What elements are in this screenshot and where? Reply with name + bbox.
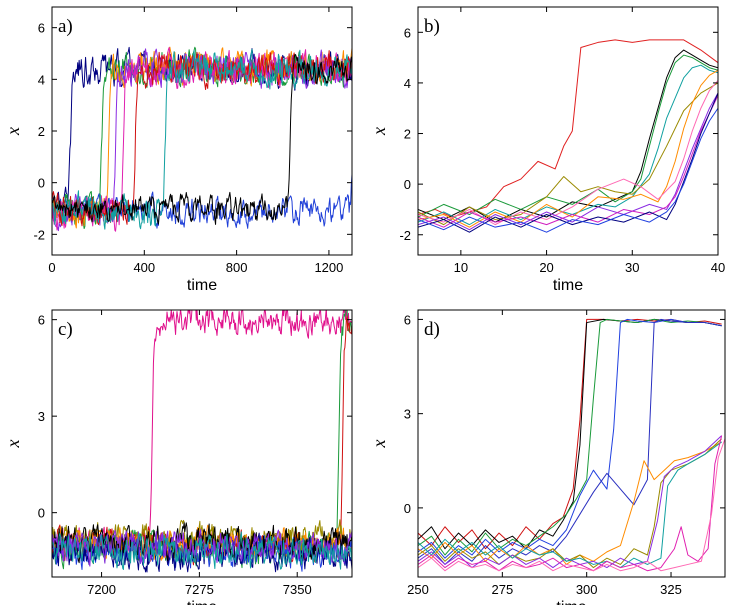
series-line-navy [418,92,718,233]
y-tick-label: 4 [404,76,411,91]
y-tick-label: 0 [404,177,411,192]
x-axis-label: time [187,599,217,605]
plot-frame [417,6,719,256]
series-line-magenta [418,95,718,228]
x-tick-label: 325 [660,582,682,597]
series-line-navy [418,318,722,565]
y-axis-label: x [369,440,389,449]
panel-c: 7200 7275 7350 0 3 6 time x c) [3,309,353,605]
x-tick-label: 10 [454,260,468,275]
plot-frame [417,309,726,578]
x-tick-label: 275 [491,582,513,597]
series-line-black [52,54,352,225]
panel-d: 250 275 300 325 0 3 6 time x d) [369,309,726,605]
series-line-blue [418,107,718,233]
panel-a: 0 400 800 1200 -2 0 2 4 6 time x a) [3,6,353,294]
plot-frame [51,309,353,578]
y-tick-label: 6 [38,21,45,36]
y-axis-label: x [3,127,23,136]
series-line-teal [418,441,722,569]
series-line-teal [52,531,352,570]
series-line-teal [418,64,718,226]
y-axis-label: x [3,440,23,449]
series-line-green [418,318,722,556]
y-tick-label: 0 [404,501,411,516]
series-line-olive [418,82,718,226]
series-line-teal [52,48,352,230]
series-line-black [418,318,722,550]
panel-label: c) [58,319,73,340]
y-tick-label: 0 [38,506,45,521]
y-tick-label: 3 [404,407,411,422]
series-line-olive [52,519,352,557]
x-tick-label: 20 [539,260,553,275]
series-line-purple [418,435,722,569]
x-tick-label: 400 [133,260,155,275]
y-tick-label: 0 [38,176,45,191]
series-line-green [418,54,718,218]
series-group [52,46,352,232]
series-line-orange [418,441,722,565]
y-tick-label: 6 [404,312,411,327]
y-tick-label: 6 [38,313,45,328]
x-axis-label: time [187,277,217,294]
series-group [52,310,352,573]
y-tick-label: 3 [38,409,45,424]
panel-label: b) [424,16,440,37]
series-line-blue [418,318,722,559]
series-line-magenta [52,310,352,563]
x-tick-label: 250 [407,582,429,597]
panel-label: a) [58,16,73,37]
y-tick-label: 6 [404,25,411,40]
panel-b: 10 20 30 40 -2 0 2 4 6 time x b) [369,6,725,294]
x-axis-label: time [556,599,586,605]
x-tick-label: 7200 [87,582,116,597]
y-axis-label: x [369,127,389,136]
x-tick-label: 300 [576,582,598,597]
y-tick-label: -2 [33,227,45,242]
y-tick-label: 2 [404,127,411,142]
series-line-pink [418,438,725,572]
x-tick-label: 7350 [283,582,312,597]
series-line-black [418,49,718,223]
x-tick-label: 0 [48,260,55,275]
y-tick-label: 4 [38,72,45,87]
series-line-orange [418,69,718,228]
y-tick-label: -2 [399,228,411,243]
series-line-red [418,318,722,550]
x-axis-label: time [553,277,583,294]
x-tick-label: 1200 [314,260,343,275]
y-tick-label: 2 [38,124,45,139]
x-tick-label: 7275 [185,582,214,597]
series-line-olive [418,438,722,569]
series-line-magenta [418,435,723,572]
series-group [418,39,718,233]
panel-label: d) [424,319,440,340]
x-tick-label: 30 [625,260,639,275]
series-group [418,318,725,572]
x-tick-label: 40 [711,260,725,275]
x-tick-label: 800 [226,260,248,275]
